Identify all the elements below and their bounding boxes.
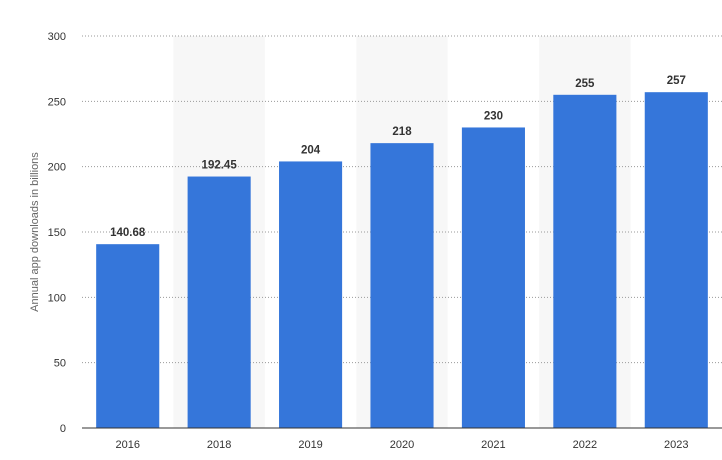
x-tick-2016: 2016 — [115, 439, 139, 451]
x-tick-2019: 2019 — [298, 439, 322, 451]
bar-2020 — [370, 143, 434, 428]
y-tick-100: 100 — [48, 292, 66, 304]
y-tick-0: 0 — [60, 423, 66, 435]
data-label-2023: 257 — [667, 75, 686, 87]
data-label-2021: 230 — [484, 110, 503, 122]
bar-2016 — [96, 244, 160, 428]
y-tick-250: 250 — [48, 96, 66, 108]
data-label-2016: 140.68 — [110, 227, 146, 239]
y-axis-title: Annual app downloads in billions — [29, 152, 41, 312]
y-tick-200: 200 — [48, 162, 66, 174]
data-label-2020: 218 — [392, 126, 412, 138]
bars — [96, 92, 708, 429]
bar-2018 — [187, 176, 251, 428]
y-axis-ticks: 0 50 100 150 200 250 300 — [48, 31, 66, 435]
bar-2022 — [553, 94, 617, 429]
bar-2019 — [279, 161, 343, 428]
x-tick-2022: 2022 — [573, 439, 597, 451]
data-labels: 140.68 192.45 204 218 230 255 257 — [110, 75, 686, 239]
bar-2023 — [644, 92, 708, 428]
bar-2021 — [461, 127, 525, 428]
x-axis-ticks: 2016 2018 2019 2020 2021 2022 2023 — [115, 439, 688, 451]
x-tick-2020: 2020 — [390, 439, 414, 451]
x-tick-2021: 2021 — [481, 439, 505, 451]
data-label-2022: 255 — [575, 78, 595, 90]
data-label-2018: 192.45 — [202, 160, 238, 172]
x-tick-2018: 2018 — [207, 439, 231, 451]
y-tick-50: 50 — [54, 358, 66, 370]
y-tick-300: 300 — [48, 31, 66, 43]
data-label-2019: 204 — [301, 144, 321, 156]
y-tick-150: 150 — [48, 227, 66, 239]
x-tick-2023: 2023 — [664, 439, 688, 451]
